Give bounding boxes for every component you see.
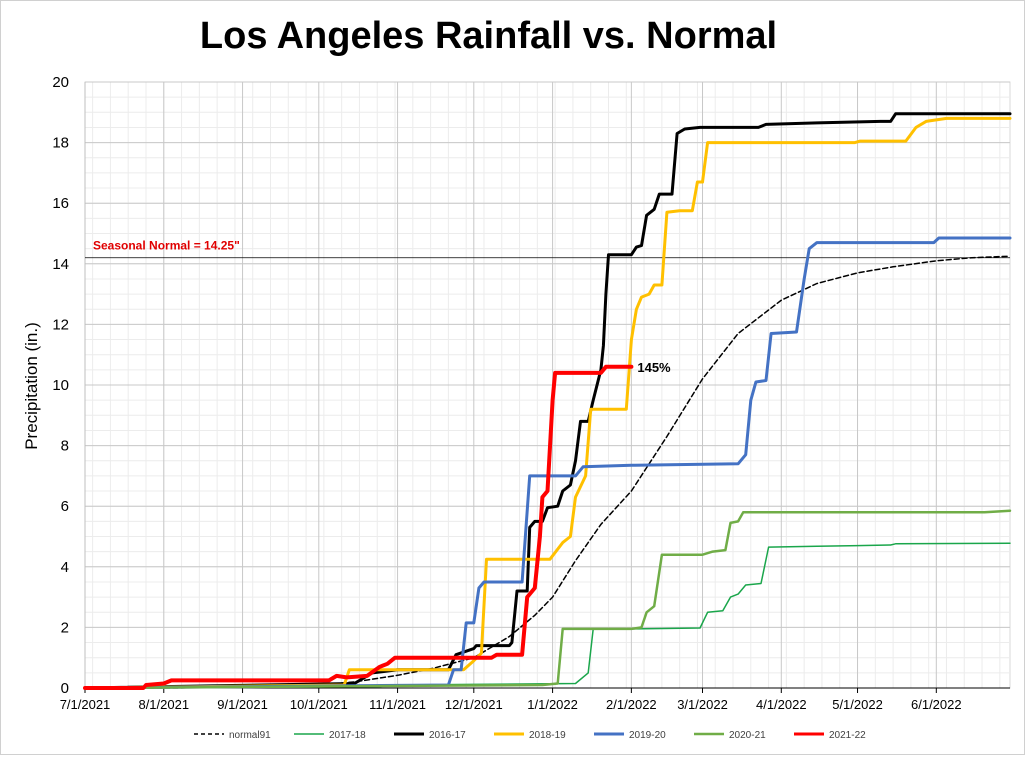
series-line-normal91 bbox=[84, 255, 1011, 689]
y-tick-label: 8 bbox=[61, 438, 69, 455]
legend-label: 2019-20 bbox=[629, 730, 666, 741]
series-layer bbox=[83, 112, 1012, 690]
legend-label: 2016-17 bbox=[429, 730, 466, 741]
series-line-2018-19 bbox=[83, 116, 1012, 690]
y-tick-label: 0 bbox=[61, 680, 69, 697]
series-line-2021-22 bbox=[83, 364, 634, 690]
x-tick-label: 1/1/2022 bbox=[527, 697, 578, 712]
x-tick-label: 7/1/2021 bbox=[60, 697, 111, 712]
x-tick-label: 4/1/2022 bbox=[756, 697, 807, 712]
y-tick-label: 6 bbox=[61, 498, 69, 515]
x-tick-label: 11/1/2021 bbox=[369, 697, 426, 712]
y-tick-label: 10 bbox=[52, 377, 69, 394]
x-tick-label: 9/1/2021 bbox=[217, 697, 268, 712]
legend-label: 2017-18 bbox=[329, 730, 366, 741]
legend-label: 2018-19 bbox=[529, 730, 566, 741]
y-tick-label: 2 bbox=[61, 619, 69, 636]
x-tick-label: 5/1/2022 bbox=[832, 697, 883, 712]
annotation-layer: 145% bbox=[637, 360, 671, 375]
y-tick-label: 4 bbox=[61, 559, 69, 576]
grid-layer bbox=[84, 81, 1011, 689]
x-tick-label: 2/1/2022 bbox=[606, 697, 657, 712]
annotation-label: 145% bbox=[637, 360, 671, 375]
legend-label: 2021-22 bbox=[829, 730, 866, 741]
y-tick-label: 12 bbox=[52, 316, 69, 333]
y-tick-label: 16 bbox=[52, 195, 69, 212]
y-axis-label: Precipitation (in.) bbox=[22, 322, 41, 450]
legend: normal91 2017-18 2016-17 2018-19 2019-20 2020… bbox=[194, 730, 866, 741]
y-tick-label: 20 bbox=[52, 74, 69, 91]
legend-label: normal91 bbox=[229, 730, 271, 741]
x-tick-label: 3/1/2022 bbox=[677, 697, 728, 712]
series-line-2020-21 bbox=[83, 509, 1012, 690]
series-line-2017-18 bbox=[84, 542, 1011, 689]
x-tick-label: 6/1/2022 bbox=[911, 697, 962, 712]
seasonal-normal-label: Seasonal Normal = 14.25" bbox=[93, 239, 240, 253]
y-tick-label: 18 bbox=[52, 135, 69, 152]
y-tick-label: 14 bbox=[52, 256, 69, 273]
series-line-2019-20 bbox=[83, 236, 1012, 690]
x-tick-label: 8/1/2021 bbox=[138, 697, 189, 712]
reference-layer: Seasonal Normal = 14.25" bbox=[85, 239, 1010, 259]
legend-label: 2020-21 bbox=[729, 730, 766, 741]
chart-title: Los Angeles Rainfall vs. Normal bbox=[199, 15, 778, 57]
x-tick-label: 12/1/2021 bbox=[445, 697, 503, 712]
x-tick-label: 10/1/2021 bbox=[290, 697, 348, 712]
axis-layer: 0 2 4 6 8 10 12 14 16 18 20 7/1/2021 8/1/2021 9/1/202… bbox=[52, 74, 1010, 712]
